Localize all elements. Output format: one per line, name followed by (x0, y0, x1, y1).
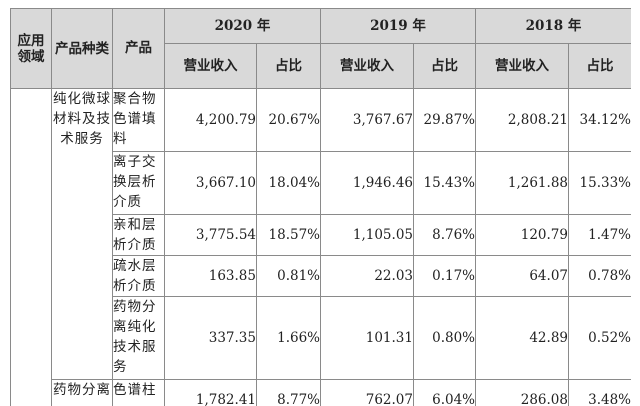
table-row: 离子交换层析介质 3,667.10 18.04% 1,946.46 15.43%… (11, 151, 631, 215)
share-2019-cell: 8.76% (413, 214, 476, 256)
share-2020-cell: 0.81% (256, 255, 321, 297)
share-2019-cell: 0.80% (413, 296, 476, 380)
table-row: 药物分离 色谱柱 1,782.41 8.77% 762.07 6.04% 286… (11, 379, 631, 406)
product-cell: 亲和层析介质 (112, 214, 165, 256)
revenue-2020-cell: 4,200.79 (164, 88, 257, 152)
revenue-2020-cell: 337.35 (164, 296, 257, 380)
share-2019-cell: 6.04% (413, 379, 476, 406)
sector-cell (10, 88, 52, 406)
revenue-2019-cell: 22.03 (320, 255, 414, 297)
header-category: 产品种类 (51, 8, 113, 89)
header-sector: 应用领域 (10, 8, 52, 89)
revenue-2019-cell: 3,767.67 (320, 88, 414, 152)
share-2018-cell: 3.48% (568, 379, 631, 406)
revenue-2018-cell: 2,808.21 (475, 88, 569, 152)
share-2020-cell: 18.04% (256, 151, 321, 215)
product-cell: 疏水层析介质 (112, 255, 165, 297)
product-cell: 色谱柱 (112, 379, 165, 406)
share-2019-cell: 0.17% (413, 255, 476, 297)
header-row-metrics: 营业收入 占比 营业收入 占比 营业收入 占比 (11, 43, 631, 89)
revenue-2019-cell: 1,946.46 (320, 151, 414, 215)
header-revenue-2019: 营业收入 (320, 43, 414, 89)
header-row-years: 应用领域 产品种类 产品 2020 年 2019 年 2018 年 (10, 8, 631, 89)
table-row: 药物分离纯化技术服务 337.35 1.66% 101.31 0.80% 42.… (11, 296, 631, 380)
category-cell: 药物分离 (51, 379, 113, 406)
share-2020-cell: 20.67% (256, 88, 321, 152)
revenue-2019-cell: 101.31 (320, 296, 414, 380)
revenue-2018-cell: 1,261.88 (475, 151, 569, 215)
share-2018-cell: 1.47% (568, 214, 631, 256)
share-2018-cell: 34.12% (568, 88, 631, 152)
revenue-2018-cell: 286.08 (475, 379, 569, 406)
share-2020-cell: 1.66% (256, 296, 321, 380)
product-cell: 药物分离纯化技术服务 (112, 296, 165, 380)
table-row: 纯化微球材料及技术服务 聚合物色谱填料 4,200.79 20.67% 3,76… (10, 88, 631, 406)
share-2019-cell: 15.43% (413, 151, 476, 215)
revenue-2018-cell: 120.79 (475, 214, 569, 256)
share-2020-cell: 8.77% (256, 379, 321, 406)
table-row: 疏水层析介质 163.85 0.81% 22.03 0.17% 64.07 0.… (11, 255, 631, 297)
share-2019-cell: 29.87% (413, 88, 476, 152)
header-year-2018: 2018 年 (475, 8, 631, 44)
header-product: 产品 (112, 8, 165, 89)
revenue-table-container: 应用领域 产品种类 产品 2020 年 2019 年 2018 年 营业收入 占… (10, 8, 631, 406)
product-cell: 聚合物色谱填料 (112, 88, 165, 152)
header-revenue-2018: 营业收入 (475, 43, 569, 89)
revenue-2019-cell: 1,105.05 (320, 214, 414, 256)
revenue-2020-cell: 163.85 (164, 255, 257, 297)
header-share-2018: 占比 (568, 43, 631, 89)
revenue-2020-cell: 3,775.54 (164, 214, 257, 256)
product-cell: 离子交换层析介质 (112, 151, 165, 215)
share-2018-cell: 0.78% (568, 255, 631, 297)
share-2018-cell: 0.52% (568, 296, 631, 380)
header-year-2020: 2020 年 (164, 8, 321, 44)
revenue-2018-cell: 64.07 (475, 255, 569, 297)
revenue-2020-cell: 3,667.10 (164, 151, 257, 215)
revenue-2019-cell: 762.07 (320, 379, 414, 406)
header-share-2020: 占比 (256, 43, 321, 89)
header-share-2019: 占比 (413, 43, 476, 89)
share-2020-cell: 18.57% (256, 214, 321, 256)
header-revenue-2020: 营业收入 (164, 43, 257, 89)
category-cell: 纯化微球材料及技术服务 (51, 88, 113, 380)
header-year-2019: 2019 年 (320, 8, 476, 44)
revenue-2020-cell: 1,782.41 (164, 379, 257, 406)
revenue-breakdown-table: 应用领域 产品种类 产品 2020 年 2019 年 2018 年 营业收入 占… (10, 8, 631, 406)
share-2018-cell: 15.33% (568, 151, 631, 215)
revenue-2018-cell: 42.89 (475, 296, 569, 380)
